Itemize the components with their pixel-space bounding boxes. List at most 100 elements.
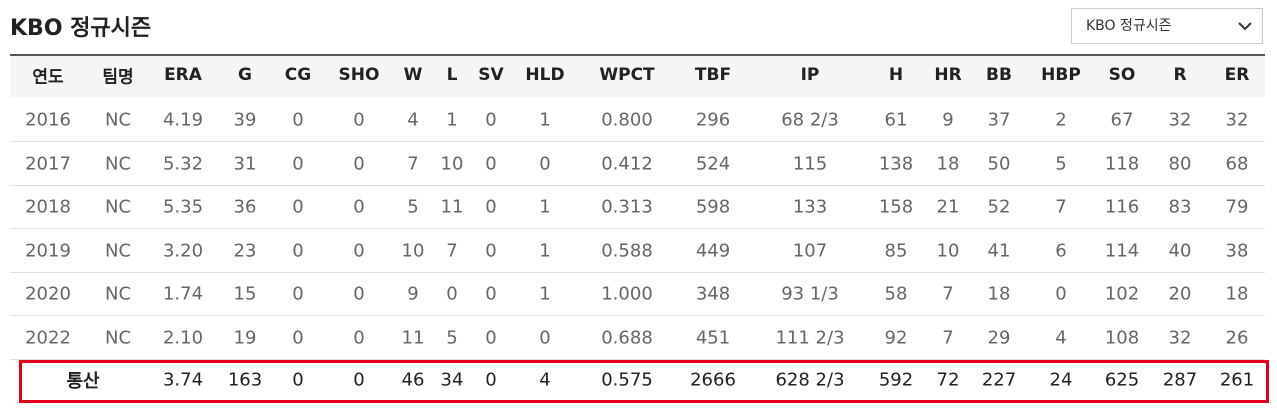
column-header: G — [238, 65, 252, 85]
table-cell: 50 — [987, 153, 1011, 174]
table-cell: 32 — [1168, 327, 1192, 348]
table-cell: 5 — [1055, 153, 1067, 174]
table-cell: 524 — [695, 153, 731, 174]
table-cell: 0 — [485, 283, 497, 305]
table-cell: 1 — [539, 283, 551, 305]
table-cell: 10 — [936, 240, 960, 261]
table-cell: 598 — [695, 196, 731, 218]
table-cell: 7 — [407, 153, 419, 174]
table-cell: 0 — [446, 283, 458, 305]
row-separator — [10, 141, 1265, 142]
table-cell: 9 — [942, 109, 954, 131]
total-cell: 163 — [227, 369, 263, 391]
table-cell: 0 — [353, 109, 365, 131]
table-cell: 19 — [233, 327, 257, 348]
table-cell: 0 — [485, 153, 497, 174]
table-cell: 0 — [539, 327, 551, 348]
table-cell: 0.313 — [601, 196, 653, 218]
table-cell: 61 — [884, 109, 908, 131]
table-cell: 6 — [1055, 240, 1067, 261]
table-cell: 0 — [292, 327, 304, 348]
table-cell: NC — [104, 196, 132, 218]
table-cell: 9 — [407, 283, 419, 305]
total-cell: 625 — [1104, 369, 1140, 391]
table-cell: 114 — [1104, 240, 1140, 261]
column-header: HLD — [525, 65, 565, 85]
table-cell: 2.10 — [162, 327, 204, 348]
table-cell: 0 — [353, 327, 365, 348]
table-cell: 0 — [353, 240, 365, 261]
table-cell: 296 — [695, 109, 731, 131]
table-cell: 7 — [942, 327, 954, 348]
table-cell: NC — [104, 240, 132, 261]
table-cell: 449 — [695, 240, 731, 261]
table-cell: 348 — [695, 283, 731, 305]
table-cell: 0 — [485, 196, 497, 218]
column-header: SV — [478, 65, 504, 85]
table-cell: 68 2/3 — [781, 109, 839, 131]
table-cell: 451 — [695, 327, 731, 348]
table-cell: 0.688 — [601, 327, 653, 348]
table-cell: 32 — [1225, 109, 1249, 131]
table-cell: 37 — [987, 109, 1011, 131]
table-cell: 111 2/3 — [775, 327, 845, 348]
table-cell: NC — [104, 283, 132, 305]
column-header: L — [446, 65, 458, 85]
table-cell: 2019 — [25, 240, 71, 261]
total-cell: 0 — [292, 369, 304, 391]
column-header: 연도 — [32, 67, 64, 88]
table-cell: 2016 — [25, 109, 71, 131]
total-cell: 287 — [1162, 369, 1198, 391]
table-cell: NC — [104, 327, 132, 348]
table-cell: 29 — [987, 327, 1011, 348]
table-cell: 0 — [292, 240, 304, 261]
table-cell: 67 — [1110, 109, 1134, 131]
table-cell: 0 — [292, 153, 304, 174]
table-cell: 5 — [407, 196, 419, 218]
table-cell: 1 — [539, 240, 551, 261]
table-cell: 7 — [446, 240, 458, 261]
page-title: KBO 정규시즌 — [10, 16, 152, 41]
row-separator — [10, 184, 1265, 186]
table-cell: 21 — [936, 196, 960, 218]
table-cell: 0 — [1055, 283, 1067, 305]
stats-table: 연도 팀명 ERA G CG SHO W L SV HLD WPCT TBF IP H HR BB HBP SO R… — [10, 54, 1269, 408]
table-cell: 92 — [884, 327, 908, 348]
total-cell: 227 — [981, 369, 1017, 391]
total-cell: 261 — [1219, 369, 1255, 391]
total-cell: 3.74 — [162, 369, 204, 391]
table-cell: 5.35 — [162, 196, 204, 218]
total-highlight — [19, 360, 1269, 403]
table-cell: 52 — [987, 196, 1011, 218]
table-cell: 11 — [440, 196, 464, 218]
table-cell: 0 — [485, 240, 497, 261]
row-separator — [10, 358, 1265, 360]
column-header: W — [403, 65, 423, 85]
table-cell: 26 — [1225, 327, 1249, 348]
column-header: SHO — [338, 65, 380, 85]
total-cell: 0 — [353, 369, 365, 391]
column-header: SO — [1108, 65, 1136, 85]
table-cell: 4.19 — [162, 109, 204, 131]
table-cell: 0 — [353, 283, 365, 305]
table-cell: 79 — [1225, 196, 1249, 218]
table-cell: 18 — [1225, 283, 1249, 305]
table-cell: 20 — [1168, 283, 1192, 305]
table-cell: 68 — [1225, 153, 1249, 174]
table-cell: 138 — [878, 153, 914, 174]
total-cell: 0.575 — [601, 369, 653, 391]
table-cell: 83 — [1168, 196, 1192, 218]
table-cell: 4 — [407, 109, 419, 131]
column-header: ER — [1224, 65, 1250, 85]
table-cell: 0 — [292, 283, 304, 305]
table-cell: 0 — [539, 153, 551, 174]
header-row — [10, 54, 1265, 97]
total-cell: 592 — [878, 369, 914, 391]
table-cell: 80 — [1168, 153, 1192, 174]
season-select[interactable]: KBO 정규시즌 — [1071, 8, 1263, 44]
table-cell: 0.412 — [601, 153, 653, 174]
column-header: IP — [800, 65, 820, 85]
table-cell: 1 — [446, 109, 458, 131]
table-cell: 2022 — [25, 327, 71, 348]
